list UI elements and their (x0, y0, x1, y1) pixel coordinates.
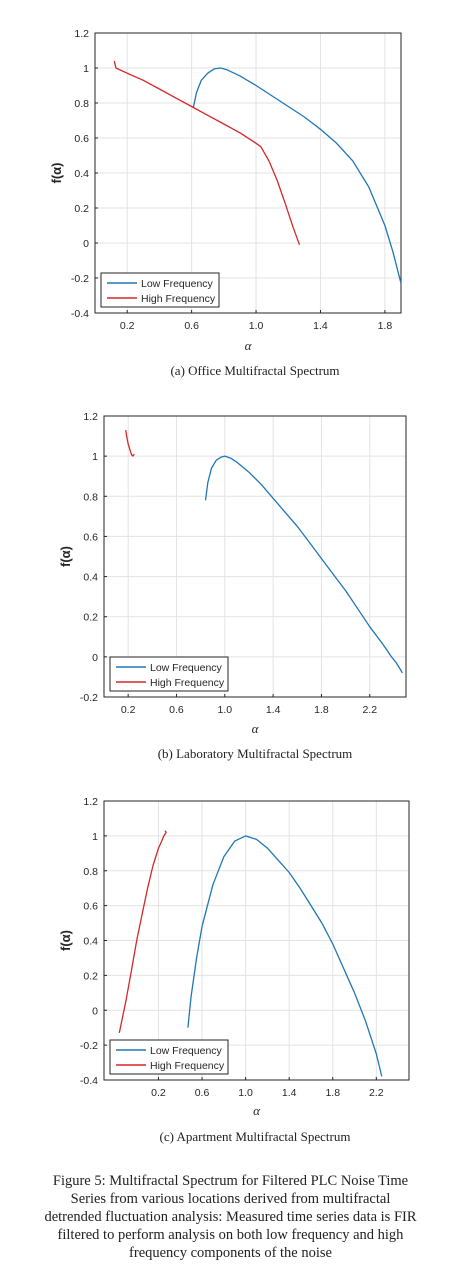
legend-box (100, 272, 220, 308)
x-tick-label: 1.8 (378, 320, 393, 332)
figure-caption-line: filtered to perform analysis on both low… (57, 1227, 404, 1243)
axes-frame (103, 415, 407, 698)
x-tick-label: 0.6 (195, 1087, 210, 1099)
y-axis-label: f(α) (58, 546, 73, 567)
y-tick-label: 1.2 (83, 796, 98, 808)
y-tick-label: 0.4 (83, 572, 98, 584)
y-tick-label: 0.4 (74, 168, 89, 180)
y-tick-label: 0.2 (83, 612, 98, 624)
y-tick-label: 0.2 (83, 970, 98, 982)
y-tick-label: 1.2 (74, 28, 89, 40)
x-axis-label: α (252, 721, 260, 736)
legend-label: Low Frequency (141, 278, 214, 290)
y-tick-label: 1 (92, 451, 98, 463)
y-tick-label: 0.8 (83, 491, 98, 503)
y-tick-label: -0.2 (80, 692, 98, 704)
y-tick-label: 1 (83, 63, 89, 75)
y-tick-label: 0.2 (74, 203, 89, 215)
low-frequency-line (192, 67, 401, 284)
x-tick-label: 0.6 (184, 320, 199, 332)
y-tick-label: 0.6 (83, 531, 98, 543)
y-tick-label: -0.4 (80, 1075, 98, 1087)
x-tick-label: 1.8 (314, 704, 329, 716)
high-frequency-line (125, 429, 135, 457)
y-tick-label: 0 (83, 238, 89, 250)
x-axis-label: α (253, 1103, 261, 1118)
high-frequency-line (118, 830, 167, 1034)
y-axis-label: f(α) (58, 930, 73, 951)
chart-apartment: 0.2 0.6 1.0 1.4 1.8 2.2 -0.4 -0.2 0 0.2 0.4 0.6 0.8 1… (58, 796, 410, 1144)
x-tick-label: 1.8 (325, 1087, 340, 1099)
chart-office: 0.2 0.6 1.0 1.4 1.8 -0.4 -0.2 0 0.2 0.4 0.6 0.8 1 1.2… (49, 28, 402, 378)
figure-caption-line: frequency components of the noise (129, 1245, 332, 1261)
subfigure-caption: (a) Office Multifractal Spectrum (170, 363, 339, 378)
x-tick-label: 0.2 (151, 1087, 166, 1099)
legend-label: Low Frequency (150, 662, 223, 674)
figure-caption: Figure 5: Multifractal Spectrum for Filt… (0, 1172, 461, 1262)
x-tick-label: 0.2 (120, 320, 135, 332)
y-tick-label: 0.6 (74, 133, 89, 145)
y-tick-label: 0.8 (74, 98, 89, 110)
figure-caption-line: Figure 5: Multifractal Spectrum for Filt… (52, 1173, 409, 1189)
x-tick-label: 1.4 (313, 320, 328, 332)
low-frequency-line (204, 455, 403, 674)
y-tick-label: -0.2 (71, 273, 89, 285)
legend-label: High Frequency (150, 677, 225, 689)
y-tick-label: 0.8 (83, 866, 98, 878)
x-axis-label: α (245, 338, 253, 353)
x-tick-label: 2.2 (369, 1087, 384, 1099)
legend-box (109, 656, 229, 692)
y-tick-label: -0.4 (71, 308, 89, 320)
legend-box (109, 1039, 229, 1075)
low-frequency-line (187, 835, 383, 1077)
plot-area (104, 416, 406, 697)
x-tick-label: 1.4 (266, 704, 281, 716)
legend-label: High Frequency (150, 1060, 225, 1072)
high-frequency-line (113, 60, 301, 246)
legend-label: Low Frequency (150, 1045, 223, 1057)
x-tick-label: 1.0 (217, 704, 232, 716)
x-tick-label: 1.0 (238, 1087, 253, 1099)
subfigure-caption: (c) Apartment Multifractal Spectrum (160, 1129, 351, 1144)
x-tick-label: 1.0 (249, 320, 264, 332)
y-tick-label: -0.2 (80, 1040, 98, 1052)
x-tick-label: 2.2 (362, 704, 377, 716)
y-tick-label: 0 (92, 652, 98, 664)
figure-caption-line: Series from various locations derived fr… (70, 1191, 391, 1207)
x-tick-label: 0.2 (121, 704, 136, 716)
chart-laboratory: 0.2 0.6 1.0 1.4 1.8 2.2 -0.2 0 0.2 0.4 0.6 0.8 1 1.2 f… (58, 411, 407, 761)
subfigure-caption: (b) Laboratory Multifractal Spectrum (158, 746, 353, 761)
figure-caption-line: detrended fluctuation analysis: Measured… (44, 1209, 417, 1225)
y-tick-label: 0 (92, 1005, 98, 1017)
y-tick-label: 1 (92, 831, 98, 843)
x-tick-label: 0.6 (169, 704, 184, 716)
legend-label: High Frequency (141, 293, 216, 305)
y-axis-label: f(α) (49, 163, 64, 184)
y-tick-label: 0.6 (83, 901, 98, 913)
x-tick-label: 1.4 (282, 1087, 297, 1099)
y-tick-label: 1.2 (83, 411, 98, 423)
y-tick-label: 0.4 (83, 936, 98, 948)
